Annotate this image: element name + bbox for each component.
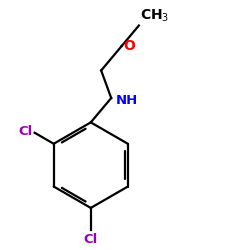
Text: Cl: Cl — [84, 233, 98, 246]
Text: Cl: Cl — [18, 125, 32, 138]
Text: NH: NH — [116, 94, 138, 107]
Text: CH$_3$: CH$_3$ — [140, 8, 170, 24]
Text: O: O — [123, 39, 135, 53]
